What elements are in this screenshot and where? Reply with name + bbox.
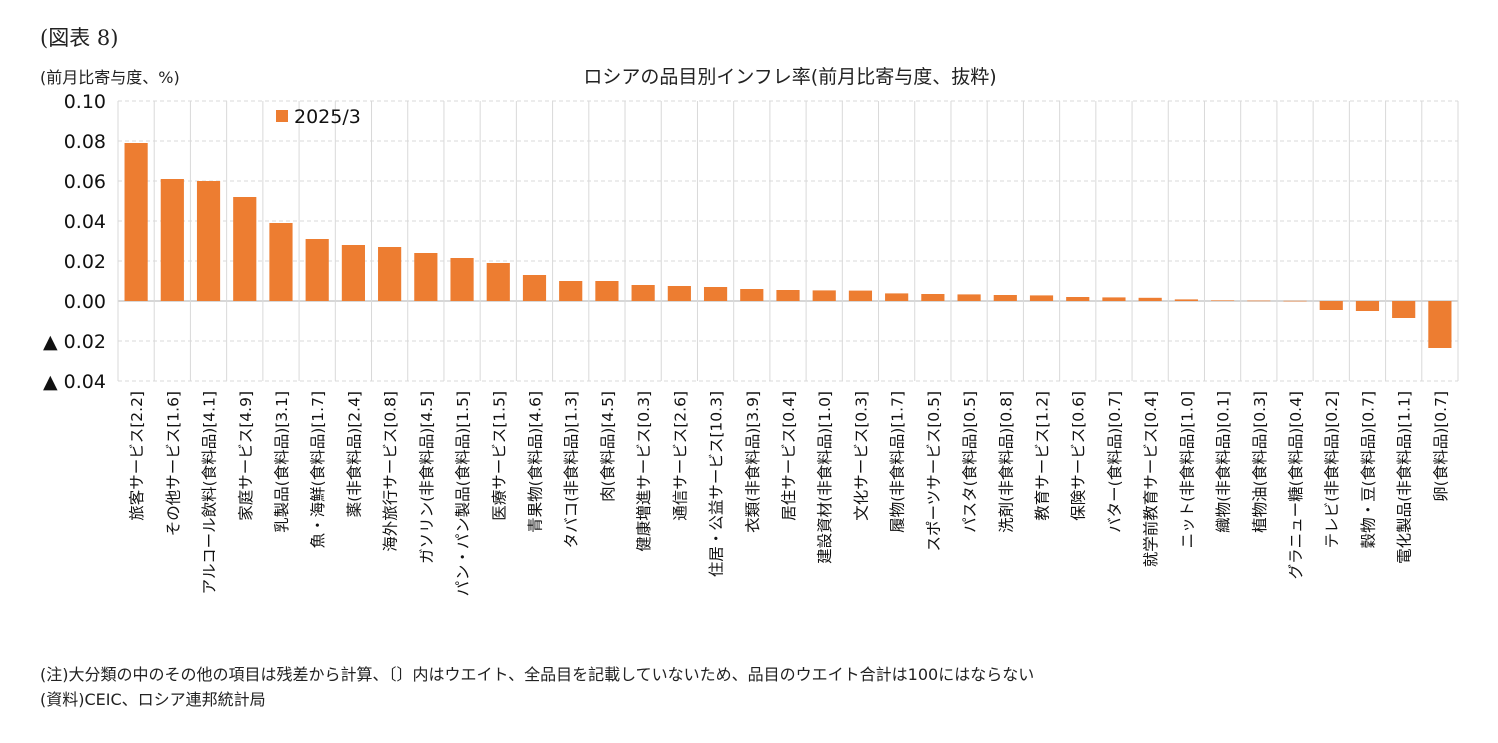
bar (378, 247, 402, 301)
bar (233, 197, 257, 301)
bar (1428, 301, 1452, 348)
x-tick-label: その他サービス[1.6] (164, 391, 182, 536)
bar (124, 143, 148, 301)
x-tick-label: 海外旅行サービス[0.8] (382, 391, 400, 552)
bar (1319, 301, 1343, 310)
x-tick-label: 青果物(食料品)[4.6] (526, 391, 544, 533)
x-tick-label: 肉(食料品)[4.5] (599, 391, 617, 502)
bar (921, 294, 945, 301)
bar (776, 290, 800, 301)
x-tick-label: 居住サービス[0.4] (780, 391, 798, 521)
bar (341, 245, 365, 301)
x-tick-layer: 旅客サービス[2.2] その他サービス[1.6] アルコール飲料(食料品)[4.1]… (128, 391, 1450, 596)
chart-title: ロシアの品目別インフレ率(前月比寄与度、抜粋) (583, 66, 997, 88)
x-tick-label: パン・パン製品(食料品)[1.5] (454, 391, 472, 596)
bar (812, 290, 836, 301)
y-tick-label: 0.10 (64, 91, 106, 113)
bar (595, 281, 619, 301)
bar (305, 239, 329, 301)
x-tick-label: 卵(食料品)[0.7] (1432, 391, 1450, 502)
x-tick-label: 住居・公益サービス[10.3] (708, 391, 726, 577)
bar (559, 281, 583, 301)
bar (450, 258, 474, 301)
y-axis-unit-label: (前月比寄与度、%) (40, 68, 180, 87)
x-tick-label: 建設資材(非食料品)[1.0] (816, 391, 834, 564)
x-tick-label: 履物(非食料品)[1.7] (889, 391, 907, 533)
y-tick-layer: 0.10 0.08 0.06 0.04 0.02 0.00 ▲ 0.02 ▲ 0.04 (43, 91, 106, 393)
bar (1355, 301, 1380, 311)
x-tick-label: 通信サービス[2.6] (671, 391, 689, 521)
y-tick-label: 0.00 (64, 291, 106, 313)
source-text: (資料)CEIC、ロシア連邦統計局 (40, 690, 266, 709)
x-tick-label: テレビ(非食料品)[0.2] (1323, 391, 1341, 548)
legend-label: 2025/3 (294, 106, 361, 128)
x-tick-label: 就学前教育サービス[0.4] (1142, 391, 1160, 567)
bar (196, 181, 221, 301)
x-tick-label: 薬(非食料品)[2.4] (345, 391, 363, 517)
x-tick-label: 医療サービス[1.5] (490, 391, 508, 521)
bar (667, 286, 691, 301)
x-tick-label: バター(食料品)[0.7] (1106, 391, 1124, 533)
x-tick-label: 文化サービス[0.3] (852, 391, 870, 521)
x-tick-label: タバコ(非食料品)[1.3] (563, 391, 581, 548)
x-tick-label: 乳製品(食料品)[3.1] (273, 391, 291, 533)
bar (1283, 300, 1307, 302)
x-tick-label: 衣類(非食料品)[3.9] (744, 391, 762, 533)
bar (1102, 297, 1126, 301)
bar (993, 295, 1017, 301)
grid-layer (117, 100, 1459, 382)
bar (522, 275, 547, 301)
bar (631, 285, 655, 301)
notes: (注)大分類の中のその他の項目は残差から計算、〔〕内はウエイト、全品目を記載して… (40, 662, 1034, 712)
x-tick-label: スポーツサービス[0.5] (925, 391, 943, 551)
bar (486, 263, 510, 301)
bar-layer (124, 143, 1452, 348)
bar (414, 253, 438, 301)
bar (703, 287, 728, 301)
y-tick-label: ▲ 0.02 (43, 331, 106, 353)
bar-chart: 0.10 0.08 0.06 0.04 0.02 0.00 ▲ 0.02 ▲ 0.04 旅客サ… (43, 91, 1459, 596)
bar (1066, 297, 1090, 301)
bar (1211, 300, 1235, 301)
bar (1247, 300, 1271, 302)
bar (160, 179, 184, 301)
note-text: (注)大分類の中のその他の項目は残差から計算、〔〕内はウエイト、全品目を記載して… (40, 665, 1035, 684)
bar (1138, 297, 1162, 301)
bar (848, 290, 873, 301)
x-tick-label: 織物(非食料品)[0.1] (1215, 391, 1233, 533)
bar (269, 223, 293, 301)
x-tick-label: 保険サービス[0.6] (1070, 391, 1088, 521)
x-tick-label: パスタ(食料品)[0.5] (961, 391, 979, 533)
x-tick-label: 電化製品(非食料品)[1.1] (1396, 391, 1414, 564)
x-tick-label: 洗剤(非食料品)[0.8] (997, 391, 1015, 533)
y-tick-label: ▲ 0.04 (43, 371, 106, 393)
y-tick-label: 0.08 (64, 131, 106, 153)
x-tick-label: 健康増進サービス[0.3] (635, 391, 653, 552)
legend: 2025/3 (276, 106, 361, 128)
x-tick-label: グラニュー糖(食料品)[0.4] (1287, 391, 1305, 579)
x-tick-label: ニット(非食料品)[1.0] (1178, 391, 1196, 548)
bar (1029, 295, 1054, 301)
bar (1174, 299, 1198, 301)
x-tick-label: 魚・海鮮(食料品)[1.7] (309, 391, 327, 548)
x-tick-label: 植物油(食料品)[0.3] (1251, 391, 1269, 533)
figure-label: (図表 8) (40, 26, 119, 50)
x-tick-label: 旅客サービス[2.2] (128, 391, 146, 521)
bar (885, 293, 909, 301)
bar (957, 294, 981, 301)
y-tick-label: 0.02 (64, 251, 106, 273)
x-tick-label: ガソリン(非食料品)[4.5] (418, 391, 436, 564)
x-tick-label: アルコール飲料(食料品)[4.1] (201, 391, 219, 594)
bar (1392, 301, 1416, 318)
y-tick-label: 0.04 (64, 211, 106, 233)
x-tick-label: 家庭サービス[4.9] (237, 391, 255, 521)
x-tick-label: 穀物・豆(食料品)[0.7] (1359, 391, 1377, 548)
bar (740, 289, 764, 301)
y-tick-label: 0.06 (64, 171, 106, 193)
x-tick-label: 教育サービス[1.2] (1034, 391, 1052, 521)
legend-swatch (276, 110, 288, 122)
